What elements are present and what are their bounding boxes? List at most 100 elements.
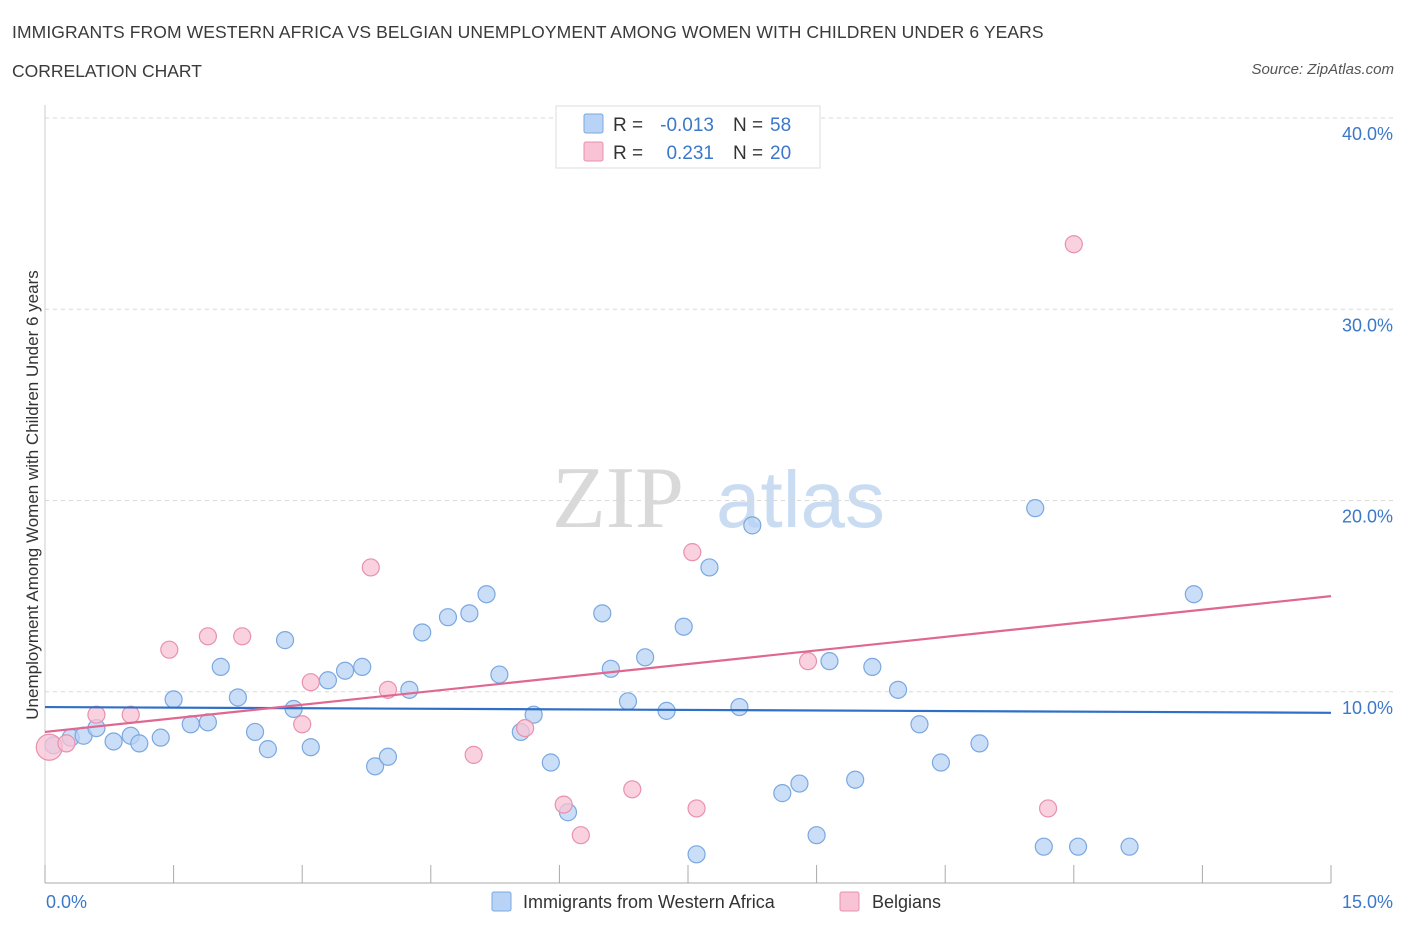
point-belgian-7: [293, 715, 312, 734]
point-western-africa-14: [258, 740, 278, 759]
point-belgian-10: [378, 680, 398, 699]
x-tick-label-0: 0.0%: [46, 892, 87, 912]
point-western-africa-4: [104, 732, 123, 751]
point-belgian-16: [683, 543, 702, 562]
point-western-africa-42: [743, 516, 762, 535]
point-belgian-1: [57, 734, 76, 753]
y-tick-label-2: 30.0%: [1342, 315, 1393, 335]
point-belgian-9: [361, 558, 380, 577]
stats-n-label-1: N =: [733, 115, 763, 136]
point-western-africa-36: [636, 648, 655, 667]
point-belgian-17: [687, 799, 706, 818]
point-belgian-19: [1038, 799, 1058, 818]
y-tick-label-0: 10.0%: [1342, 698, 1393, 718]
point-western-africa-54: [1034, 837, 1053, 856]
watermark-atlas: atlas: [716, 455, 885, 544]
point-western-africa-6: [130, 734, 149, 753]
point-western-africa-9: [181, 715, 200, 734]
point-western-africa-13: [245, 722, 265, 742]
point-western-africa-26: [460, 604, 479, 623]
gridlines: [45, 117, 1395, 693]
stats-r-label-2: R =: [613, 143, 643, 164]
point-western-africa-18: [318, 671, 338, 690]
chart-subtitle: CORRELATION CHART: [12, 61, 202, 81]
point-western-africa-31: [541, 753, 560, 772]
point-western-africa-49: [888, 680, 908, 699]
point-western-africa-12: [228, 688, 247, 707]
y-axis-label: Unemployment Among Women with Children U…: [23, 270, 42, 719]
point-belgian-18: [798, 652, 818, 671]
point-western-africa-40: [700, 558, 719, 577]
point-belgian-2: [87, 705, 106, 724]
point-western-africa-47: [846, 770, 865, 789]
stats-n-value-1: 58: [770, 115, 791, 136]
point-western-africa-34: [601, 659, 620, 678]
point-belgian-6: [233, 627, 252, 646]
point-western-africa-11: [211, 657, 230, 676]
trendline-western-africa: [44, 705, 1332, 714]
stats-legend-swatch-blue: [583, 113, 604, 134]
point-western-africa-57: [1184, 585, 1203, 604]
stats-n-label-2: N =: [733, 143, 763, 164]
series-legend: Immigrants from Western Africa Belgians: [491, 891, 941, 912]
source-attribution: Source: ZipAtlas.com: [1251, 61, 1394, 78]
legend-swatch-western-africa: [491, 891, 512, 912]
x-tick-label-1: 15.0%: [1342, 892, 1393, 912]
y-tick-label-3: 40.0%: [1342, 124, 1393, 144]
stats-r-label-1: R =: [613, 115, 643, 136]
point-western-africa-23: [400, 680, 419, 699]
stats-r-value-2: 0.231: [666, 143, 714, 164]
point-belgian-14: [571, 826, 590, 845]
point-belgian-15: [623, 780, 642, 799]
point-western-africa-7: [151, 728, 170, 747]
legend-swatch-belgians: [839, 891, 860, 912]
legend-label-western-africa: Immigrants from Western Africa: [523, 892, 776, 912]
point-western-africa-44: [790, 774, 809, 793]
data-points: [35, 235, 1203, 864]
stats-n-value-2: 20: [770, 143, 791, 164]
point-western-africa-53: [1026, 499, 1045, 518]
stats-r-value-1: -0.013: [660, 115, 714, 136]
point-belgian-3: [121, 705, 140, 724]
point-western-africa-43: [773, 784, 792, 803]
point-western-africa-28: [490, 665, 509, 684]
watermark-zip: ZIP: [552, 450, 684, 547]
point-western-africa-50: [910, 715, 929, 734]
point-western-africa-56: [1120, 837, 1139, 856]
point-belgian-11: [464, 745, 483, 764]
point-western-africa-19: [335, 661, 355, 680]
point-western-africa-8: [164, 690, 183, 709]
point-belgian-13: [554, 795, 573, 814]
point-western-africa-15: [275, 631, 295, 650]
point-western-africa-33: [593, 604, 612, 623]
point-western-africa-48: [863, 657, 882, 676]
point-belgian-20: [1064, 235, 1083, 254]
x-tick-labels: 0.0% 15.0%: [46, 892, 1393, 912]
point-western-africa-55: [1068, 837, 1088, 856]
point-western-africa-20: [353, 657, 372, 676]
point-western-africa-51: [931, 753, 951, 772]
point-western-africa-25: [438, 608, 458, 627]
point-western-africa-35: [618, 692, 638, 711]
point-western-africa-41: [730, 697, 749, 717]
point-belgian-5: [198, 627, 217, 646]
trendlines: [44, 595, 1332, 734]
stats-legend: R = -0.013 N = 58 R = 0.231 N = 20: [555, 105, 821, 169]
trendline-belgians: [44, 595, 1332, 734]
point-western-africa-45: [807, 826, 826, 845]
point-western-africa-24: [413, 623, 432, 642]
point-western-africa-30: [524, 705, 543, 724]
y-tick-labels: 10.0% 20.0% 30.0% 40.0%: [1342, 124, 1393, 718]
point-western-africa-39: [687, 845, 706, 864]
point-western-africa-38: [674, 617, 693, 636]
point-western-africa-27: [477, 585, 496, 604]
stats-legend-swatch-pink: [583, 141, 604, 162]
point-belgian-12: [516, 718, 535, 738]
point-belgian-4: [160, 640, 179, 659]
point-belgian-8: [301, 673, 320, 692]
point-western-africa-17: [301, 738, 320, 757]
point-western-africa-52: [970, 734, 989, 753]
point-western-africa-22: [378, 747, 398, 766]
chart-title: IMMIGRANTS FROM WESTERN AFRICA VS BELGIA…: [12, 22, 1044, 42]
